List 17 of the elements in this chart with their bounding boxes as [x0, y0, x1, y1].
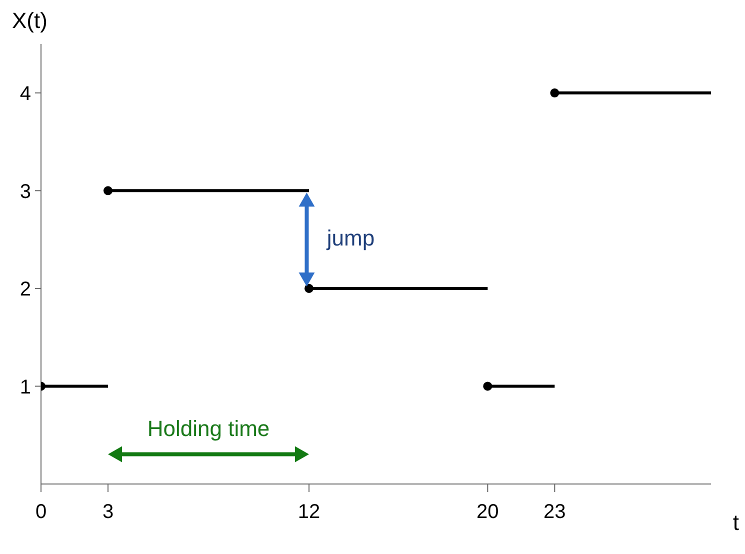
x-tick-label: 0: [35, 501, 47, 524]
annotation: jump: [326, 225, 375, 250]
x-tick-label: 3: [102, 501, 114, 524]
y-tick-label: 2: [20, 278, 31, 301]
y-tick-label: 3: [20, 180, 31, 203]
y-axis-title: X(t): [12, 8, 48, 33]
x-tick-label: 23: [544, 501, 566, 524]
point: [103, 186, 113, 196]
point: [550, 88, 560, 98]
point: [483, 382, 492, 391]
x-tick-label: 20: [476, 501, 499, 524]
annotation: Holding time: [147, 416, 270, 442]
y-tick-label: 4: [20, 82, 31, 105]
point: [304, 284, 314, 293]
x-tick-label: 12: [298, 501, 320, 524]
y-tick-label: 1: [20, 376, 31, 398]
x-axis-title: t: [732, 510, 739, 535]
